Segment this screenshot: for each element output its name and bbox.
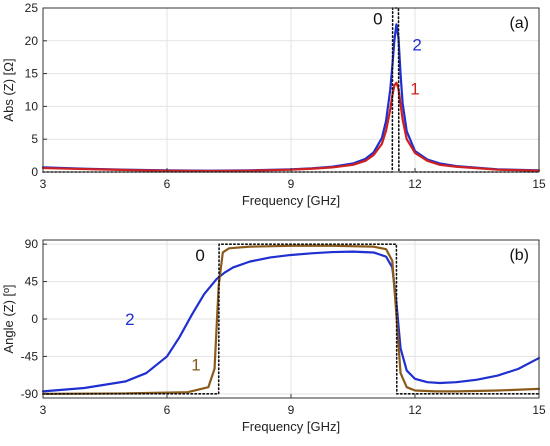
- y-tick-label-1: -45: [21, 349, 39, 363]
- series-line-1: [41, 81, 541, 173]
- y-tick-label-2: 10: [25, 99, 39, 113]
- x-axis-label: Frequency [GHz]: [242, 193, 340, 208]
- curve-label-0: 0: [195, 246, 204, 265]
- y-tick-label-0: -90: [21, 387, 39, 401]
- x-tick-label-0: 3: [40, 403, 47, 417]
- y-axis-label: Abs (Z) [Ω]: [1, 58, 16, 121]
- curve-label-0: 0: [373, 9, 382, 28]
- y-tick-label-3: 45: [25, 275, 39, 289]
- series-line-1: [41, 244, 541, 395]
- series-line-0: [41, 250, 541, 393]
- x-tick-label-4: 15: [532, 403, 546, 417]
- y-tick-label-5: 25: [25, 1, 39, 15]
- y-tick-label-2: 0: [31, 312, 38, 326]
- curve-label-2: 1: [410, 80, 419, 99]
- x-axis-label: Frequency [GHz]: [242, 419, 340, 434]
- y-tick-label-1: 5: [31, 132, 38, 146]
- series-line-2: [42, 243, 540, 395]
- x-tick-label-2: 9: [288, 403, 295, 417]
- curve-label-2: 1: [191, 356, 200, 375]
- x-tick-label-3: 12: [408, 403, 422, 417]
- y-axis-label: Angle (Z) [º]: [1, 284, 16, 353]
- x-tick-label-2: 9: [288, 177, 295, 191]
- x-tick-label-1: 6: [164, 177, 171, 191]
- x-tick-label-3: 12: [408, 177, 422, 191]
- y-tick-label-4: 20: [25, 34, 39, 48]
- y-tick-label-0: 0: [31, 165, 38, 179]
- panel-label: (a): [509, 15, 529, 32]
- y-tick-label-3: 15: [25, 67, 39, 81]
- x-tick-label-4: 15: [532, 177, 546, 191]
- panel-label: (b): [509, 247, 529, 264]
- y-tick-label-4: 90: [25, 237, 39, 251]
- curve-label-1: 2: [125, 310, 134, 329]
- x-tick-label-1: 6: [164, 403, 171, 417]
- x-tick-label-0: 3: [40, 177, 47, 191]
- curve-label-1: 2: [412, 36, 421, 55]
